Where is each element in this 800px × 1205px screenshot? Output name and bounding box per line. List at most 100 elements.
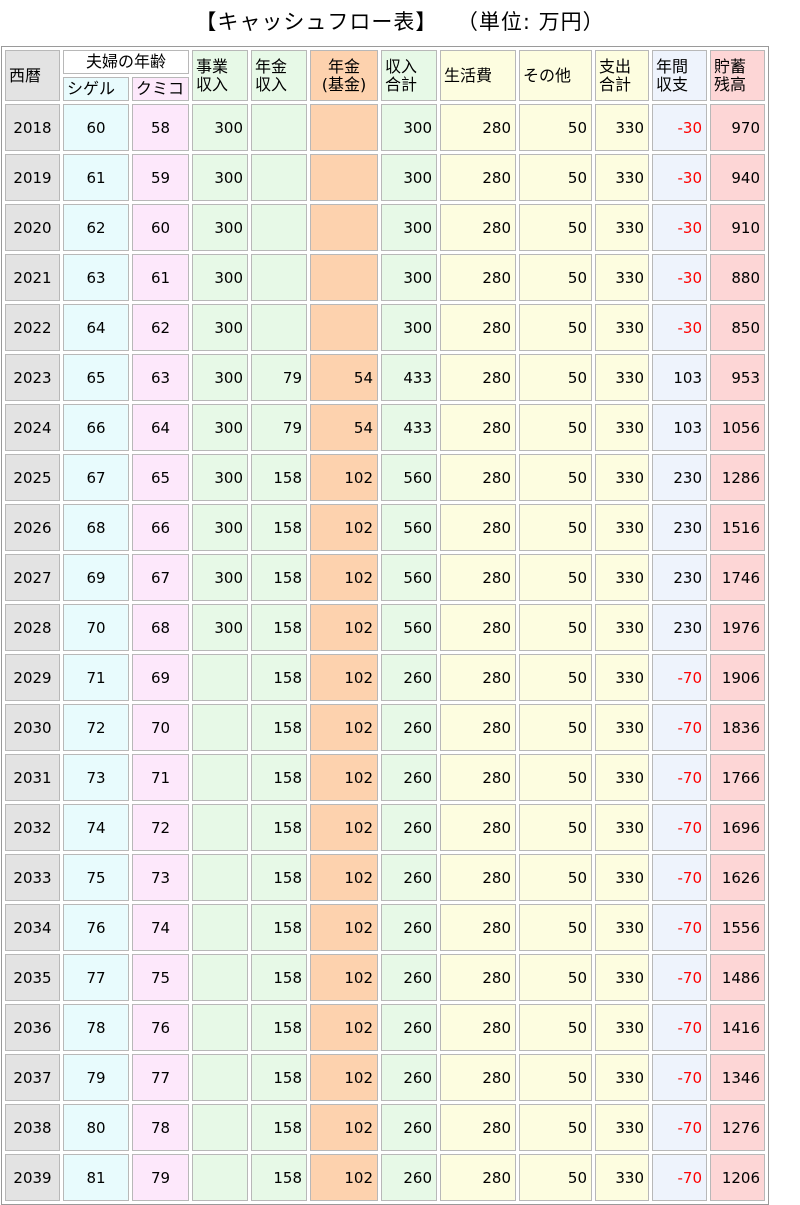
cell-shigeru-age: 76	[63, 904, 129, 951]
cell-business-income	[192, 1154, 248, 1201]
cell-shigeru-age: 72	[63, 704, 129, 751]
cell-business-income	[192, 954, 248, 1001]
cell-kumiko-age: 69	[132, 654, 189, 701]
cell-year: 2021	[5, 254, 60, 301]
cell-business-income	[192, 854, 248, 901]
cell-living-cost: 280	[440, 704, 516, 751]
cell-living-cost: 280	[440, 1054, 516, 1101]
header-annual-balance-line1: 年間	[656, 56, 689, 76]
cell-income-total: 260	[381, 1054, 437, 1101]
cell-kumiko-age: 68	[132, 604, 189, 651]
cell-kumiko-age: 64	[132, 404, 189, 451]
cell-shigeru-age: 60	[63, 104, 129, 151]
cell-expense-total: 330	[595, 304, 649, 351]
cell-annual-balance: 230	[652, 554, 707, 601]
cell-pension-income: 158	[251, 454, 307, 501]
cell-kumiko-age: 61	[132, 254, 189, 301]
cell-year: 2029	[5, 654, 60, 701]
cell-expense-total: 330	[595, 554, 649, 601]
header-pension-income-line1: 年金	[255, 56, 288, 76]
cell-shigeru-age: 74	[63, 804, 129, 851]
cell-shigeru-age: 62	[63, 204, 129, 251]
cell-savings: 1696	[710, 804, 765, 851]
cashflow-table: 西暦 夫婦の年齢 事業 収入 年金 収入 年金 (基金) 収入 合計 生活費 そ…	[1, 46, 769, 1205]
cell-business-income	[192, 1104, 248, 1151]
cell-pension-income	[251, 104, 307, 151]
cell-savings: 1276	[710, 1104, 765, 1151]
header-expense-total-line2: 合計	[599, 74, 632, 94]
cell-savings: 1516	[710, 504, 765, 551]
cell-pension-income: 158	[251, 654, 307, 701]
cell-savings: 1206	[710, 1154, 765, 1201]
page-title: 【キャッシュフロー表】 （単位: 万円）	[0, 4, 800, 40]
header-income-total-line1: 収入	[385, 56, 418, 76]
cell-pension-income: 158	[251, 1154, 307, 1201]
cell-income-total: 260	[381, 754, 437, 801]
cell-business-income: 300	[192, 354, 248, 401]
cell-pension-fund	[310, 254, 378, 301]
cell-shigeru-age: 78	[63, 1004, 129, 1051]
cell-year: 2038	[5, 1104, 60, 1151]
header-shigeru: シゲル	[63, 77, 129, 101]
cell-savings: 910	[710, 204, 765, 251]
cell-annual-balance: -70	[652, 804, 707, 851]
cell-savings: 1836	[710, 704, 765, 751]
cell-annual-balance: 230	[652, 504, 707, 551]
cell-year: 2027	[5, 554, 60, 601]
cell-living-cost: 280	[440, 404, 516, 451]
cell-pension-income: 158	[251, 604, 307, 651]
cell-year: 2019	[5, 154, 60, 201]
header-savings: 貯蓄 残高	[710, 50, 765, 101]
cell-year: 2035	[5, 954, 60, 1001]
cell-expense-total: 330	[595, 1054, 649, 1101]
table-row: 2029 71 69 158 102 260 280 50 330 -70 1906	[5, 654, 765, 701]
cell-income-total: 300	[381, 154, 437, 201]
cell-living-cost: 280	[440, 1154, 516, 1201]
cell-income-total: 560	[381, 554, 437, 601]
cell-income-total: 260	[381, 904, 437, 951]
table-row: 2031 73 71 158 102 260 280 50 330 -70 1766	[5, 754, 765, 801]
cell-pension-fund: 54	[310, 404, 378, 451]
cell-business-income: 300	[192, 154, 248, 201]
cell-expense-total: 330	[595, 104, 649, 151]
cell-pension-income: 158	[251, 1104, 307, 1151]
cell-living-cost: 280	[440, 754, 516, 801]
cell-other: 50	[519, 204, 592, 251]
cell-year: 2036	[5, 1004, 60, 1051]
cell-income-total: 260	[381, 654, 437, 701]
table-row: 2037 79 77 158 102 260 280 50 330 -70 1346	[5, 1054, 765, 1101]
cell-expense-total: 330	[595, 704, 649, 751]
cell-pension-income	[251, 304, 307, 351]
unit-label: （単位: 万円）	[467, 10, 605, 34]
cell-savings: 880	[710, 254, 765, 301]
cell-pension-income: 79	[251, 354, 307, 401]
header-kumiko: クミコ	[132, 77, 189, 101]
cell-income-total: 260	[381, 804, 437, 851]
cell-savings: 1766	[710, 754, 765, 801]
cell-other: 50	[519, 554, 592, 601]
cell-business-income	[192, 1004, 248, 1051]
header-business-income-line1: 事業	[196, 56, 229, 76]
header-business-income-line2: 収入	[196, 74, 229, 94]
cell-pension-fund: 102	[310, 804, 378, 851]
cell-business-income: 300	[192, 254, 248, 301]
cell-living-cost: 280	[440, 1004, 516, 1051]
cell-pension-income: 158	[251, 954, 307, 1001]
cell-other: 50	[519, 654, 592, 701]
cell-kumiko-age: 66	[132, 504, 189, 551]
cell-other: 50	[519, 354, 592, 401]
cell-business-income	[192, 754, 248, 801]
header-couple-age: 夫婦の年齢	[63, 50, 189, 74]
header-annual-balance: 年間 収支	[652, 50, 707, 101]
cell-income-total: 260	[381, 1104, 437, 1151]
table-row: 2020 62 60 300 300 280 50 330 -30 910	[5, 204, 765, 251]
cell-annual-balance: 230	[652, 604, 707, 651]
cell-pension-income: 158	[251, 1054, 307, 1101]
cell-business-income: 300	[192, 104, 248, 151]
cell-expense-total: 330	[595, 854, 649, 901]
table-row: 2036 78 76 158 102 260 280 50 330 -70 1416	[5, 1004, 765, 1051]
cell-business-income: 300	[192, 604, 248, 651]
table-row: 2022 64 62 300 300 280 50 330 -30 850	[5, 304, 765, 351]
cell-savings: 1556	[710, 904, 765, 951]
cell-annual-balance: -30	[652, 154, 707, 201]
